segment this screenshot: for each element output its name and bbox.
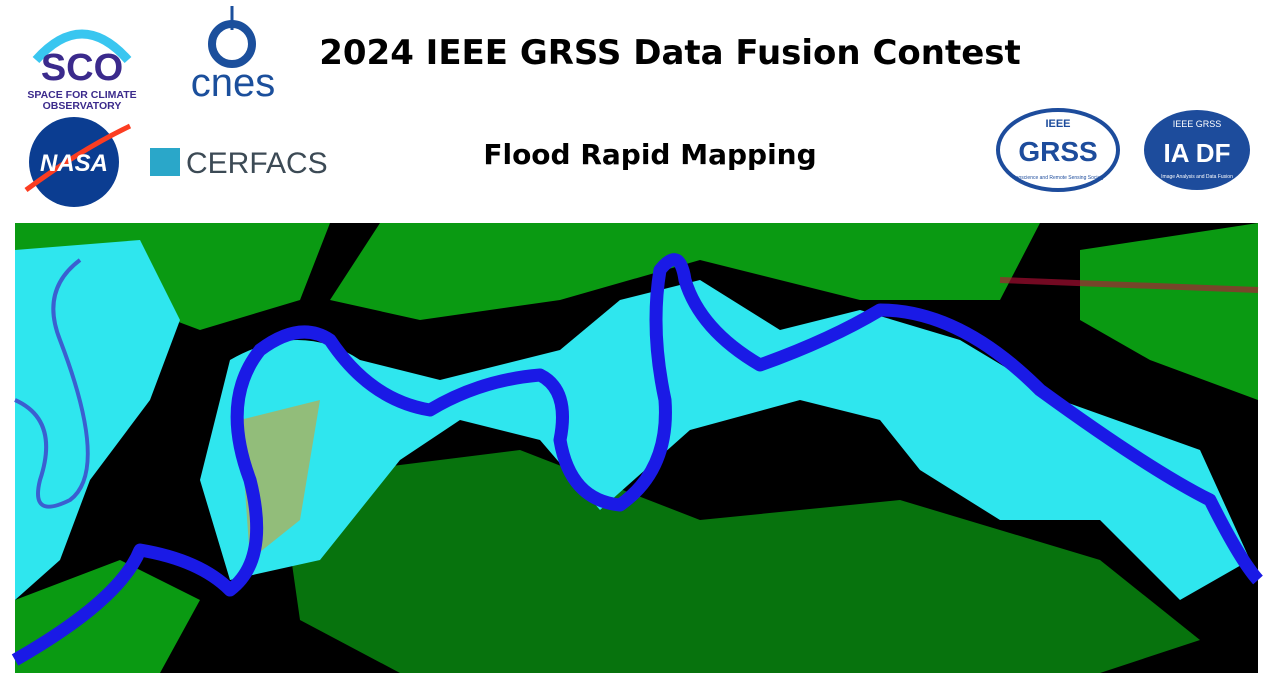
grss-mark: [996, 108, 1120, 192]
urban: [999, 277, 1259, 293]
vegetation: [1080, 223, 1258, 400]
grss-bottom: Geoscience and Remote Sensing Society: [1012, 175, 1105, 181]
cnes-name: cnes: [191, 61, 276, 105]
title: 2024 IEEE GRSS Data Fusion Contest: [319, 33, 1021, 73]
river-channel: [14, 258, 90, 509]
iadf-mark: [1144, 110, 1250, 190]
cerfacs-name: CERFACS: [186, 147, 328, 180]
sco-name: SCO: [41, 47, 123, 89]
sco-arc: [32, 29, 132, 64]
iadf-bottom: Image Analysis and Data Fusion: [1161, 174, 1233, 180]
nasa-name: NASA: [40, 150, 108, 177]
flood-map: [11, 223, 1263, 673]
flood-water: [200, 280, 1250, 600]
vegetation: [280, 450, 1200, 673]
sco-line2: OBSERVATORY: [43, 100, 122, 112]
grss-name: GRSS: [1018, 136, 1097, 167]
cerfacs-mark: [150, 148, 180, 176]
iadf-name: IA DF: [1164, 138, 1231, 168]
sco-line1: SPACE FOR CLIMATE: [27, 89, 136, 101]
nasa-mark: [29, 117, 119, 207]
vegetation: [15, 560, 200, 673]
subtitle: Flood Rapid Mapping: [483, 138, 816, 171]
grss-top: IEEE: [1045, 118, 1070, 130]
nasa-swoosh: [24, 123, 132, 193]
vegetation: [330, 223, 1040, 320]
river: [11, 253, 1263, 666]
iadf-top: IEEE GRSS: [1173, 119, 1222, 129]
